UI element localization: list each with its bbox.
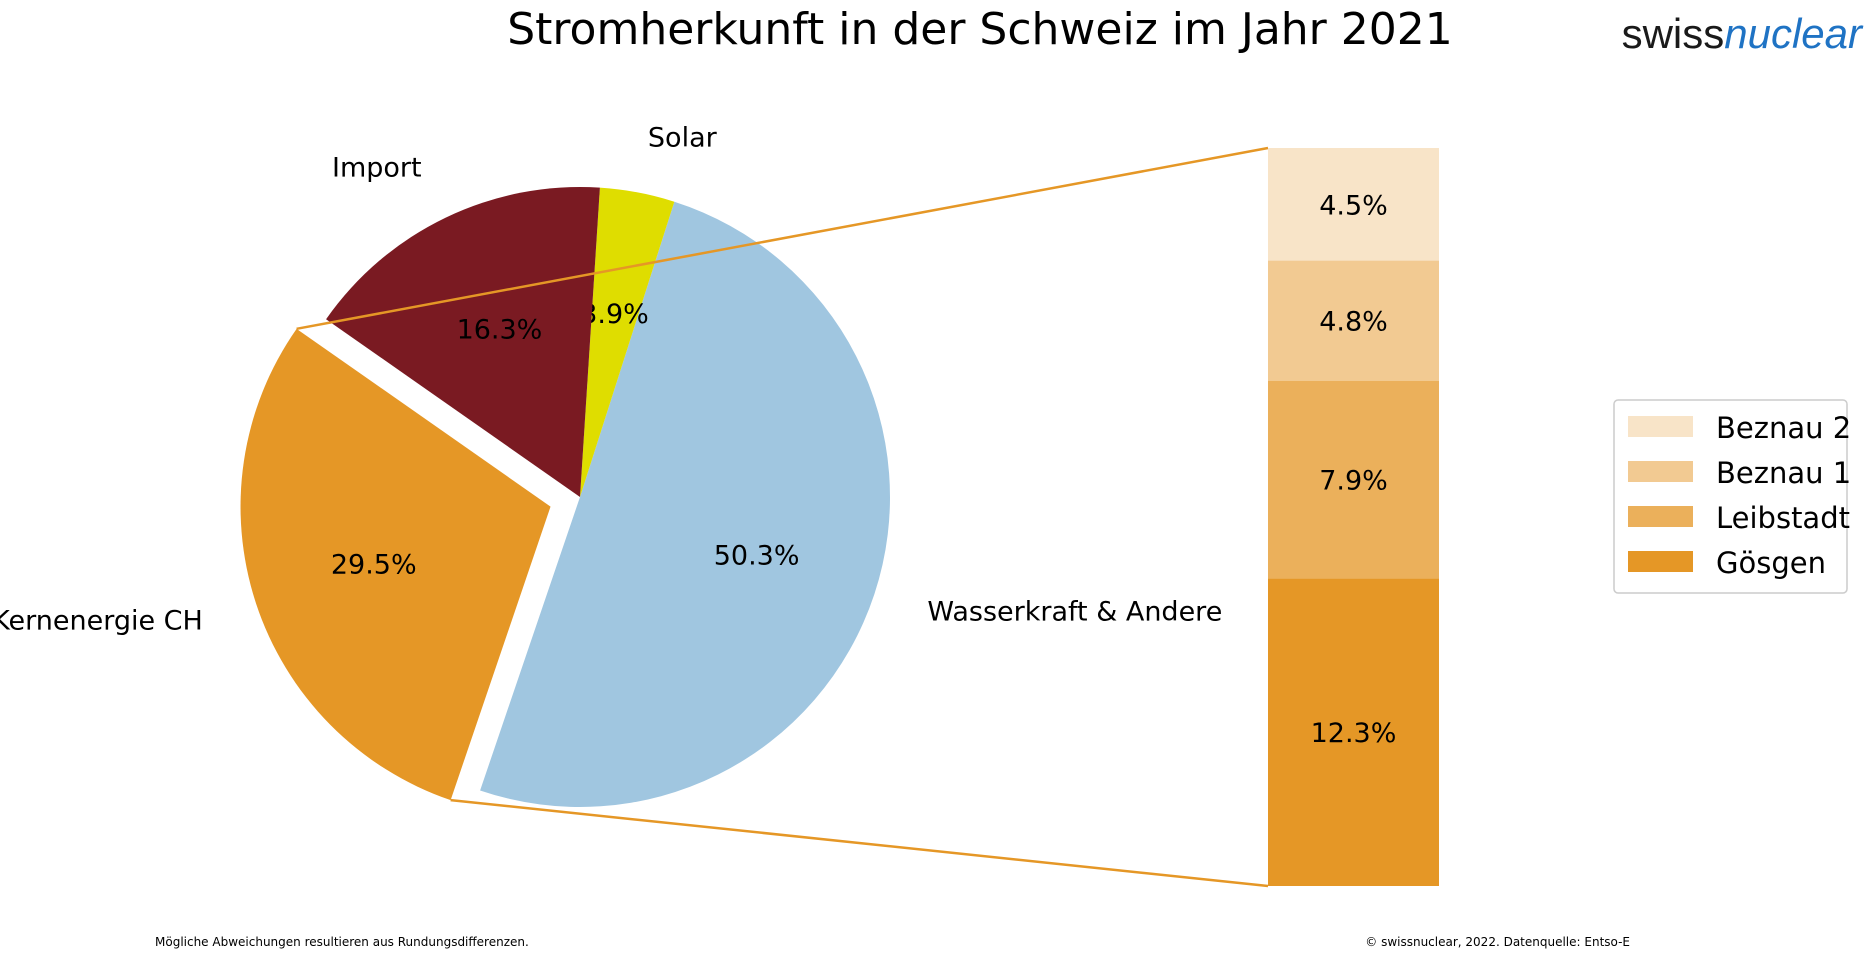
legend-label-beznau-1: Beznau 1 — [1716, 456, 1851, 490]
connector-line-top — [296, 146, 1269, 331]
stacked-bar: 12.3% 7.9% 4.8% 4.5% — [1268, 148, 1439, 886]
pie-value-import: 16.3% — [457, 314, 543, 345]
bar-value-beznau-1: 4.8% — [1319, 307, 1388, 338]
footer-note: Mögliche Abweichungen resultieren aus Ru… — [155, 935, 529, 949]
connector-line-bottom — [450, 798, 1269, 888]
pie-value-kernenergie-ch: 29.5% — [331, 549, 417, 580]
bar-segment-beznau-2 — [1268, 148, 1439, 261]
bar-segment-beznau-1 — [1268, 260, 1439, 381]
pie-label-wasserkraft-and-andere: Wasserkraft & Andere — [927, 597, 1222, 628]
legend-swatch-leibstadt — [1628, 506, 1693, 527]
chart-title: Stromherkunft in der Schweiz im Jahr 202… — [507, 4, 1452, 55]
legend-label-beznau-2: Beznau 2 — [1716, 411, 1851, 445]
bar-value-beznau-2: 4.5% — [1319, 190, 1388, 221]
bar-segment-goesgen — [1268, 578, 1439, 886]
legend-swatch-goesgen — [1628, 551, 1693, 572]
legend: Beznau 2 Beznau 1 Leibstadt Gösgen — [1613, 399, 1851, 594]
bar-value-goesgen: 12.3% — [1311, 718, 1397, 749]
pie-label-import: Import — [332, 152, 422, 183]
pie-slice-kernenergie-ch — [240, 328, 551, 801]
legend-label-leibstadt: Leibstadt — [1716, 501, 1850, 535]
legend-frame — [1613, 399, 1848, 594]
breakdown-connectors — [296, 146, 1269, 888]
pie-chart: Kernenergie CH 29.5% Wasserkraft & Andere 5… — [0, 123, 1222, 808]
bar-value-leibstadt: 7.9% — [1319, 465, 1388, 496]
legend-label-goesgen: Gösgen — [1716, 546, 1826, 580]
pie-value-wasserkraft-and-andere: 50.3% — [714, 540, 800, 571]
pie-label-kernenergie-ch: Kernenergie CH — [0, 605, 203, 636]
pie-slice-import — [326, 186, 600, 497]
bar-segment-leibstadt — [1268, 380, 1439, 579]
legend-swatch-beznau-2 — [1628, 416, 1693, 437]
pie-slice-wasserkraft-and-andere — [480, 201, 891, 808]
swissnuclear-logo: swissnuclear — [1622, 10, 1864, 57]
pie-slice-solar — [580, 187, 675, 497]
legend-swatch-beznau-1 — [1628, 461, 1693, 482]
pie-label-solar: Solar — [648, 123, 718, 154]
footer-source: © swissnuclear, 2022. Datenquelle: Entso… — [1365, 935, 1630, 949]
